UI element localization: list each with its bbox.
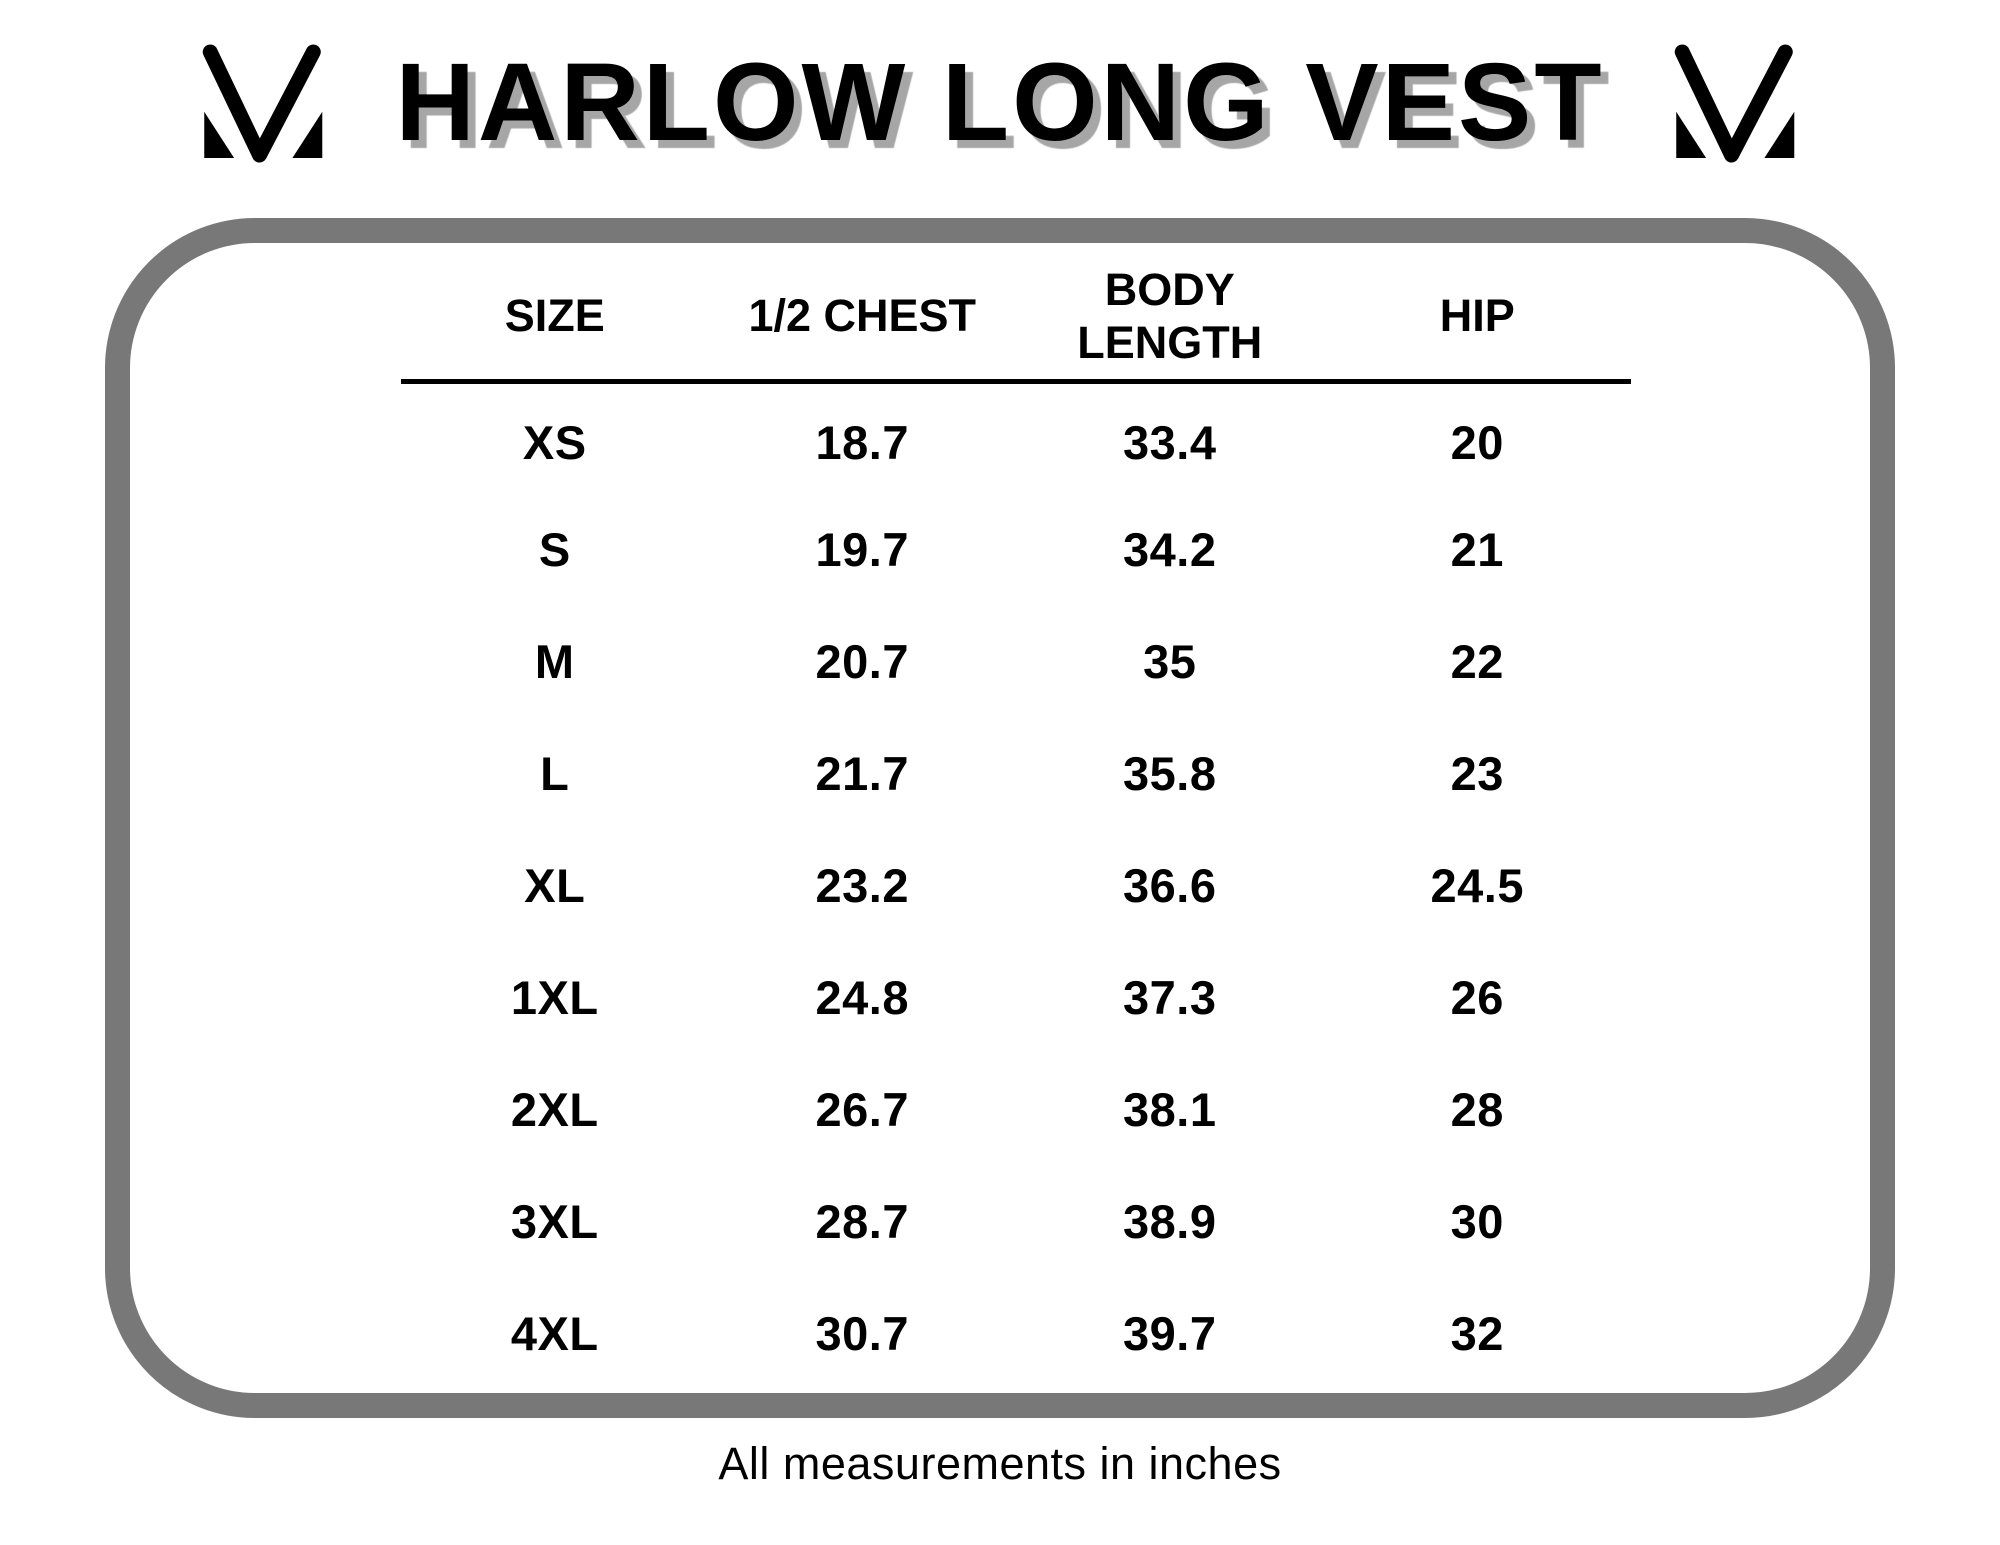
body-length-cell: 39.7 (1123, 1306, 1217, 1360)
size-cell: XS (522, 415, 587, 469)
table-row: M 20.7 35 22 (401, 605, 1631, 717)
body-length-cell: 35 (1143, 634, 1197, 688)
header-row: SIZE 1/2 CHEST BODY LENGTH HIP (401, 253, 1631, 384)
chest-cell: 26.7 (815, 1082, 909, 1136)
hip-cell: 26 (1450, 970, 1504, 1024)
hip-cell: 23 (1450, 746, 1504, 800)
chest-cell: 30.7 (815, 1306, 909, 1360)
chest-cell: 23.2 (815, 858, 909, 912)
size-cell: 2XL (510, 1082, 599, 1136)
body-length-cell: 36.6 (1123, 858, 1217, 912)
hip-cell: 21 (1450, 522, 1504, 576)
hip-cell: 22 (1450, 634, 1504, 688)
chest-cell: 21.7 (815, 746, 909, 800)
mm-monogram-icon (203, 43, 323, 163)
chest-cell: 24.8 (815, 970, 909, 1024)
measurements-note: All measurements in inches (718, 1438, 1282, 1489)
body-length-cell: 38.9 (1123, 1194, 1217, 1248)
table-row: 1XL 24.8 37.3 26 (401, 941, 1631, 1053)
body-length-cell: 37.3 (1123, 970, 1217, 1024)
hip-cell: 20 (1450, 415, 1504, 469)
size-chart-table: SIZE 1/2 CHEST BODY LENGTH HIP XS 18.7 3… (401, 253, 1631, 1389)
table-row: 3XL 28.7 38.9 30 (401, 1165, 1631, 1277)
table-row: L 21.7 35.8 23 (401, 717, 1631, 829)
header-body-length: BODY LENGTH (1016, 253, 1324, 384)
size-cell: 1XL (510, 970, 599, 1024)
chest-cell: 28.7 (815, 1194, 909, 1248)
chest-cell: 19.7 (815, 522, 909, 576)
header-hip: HIP (1323, 253, 1631, 384)
brand-header: HARLOW LONG VEST (0, 28, 2000, 178)
body-length-cell: 33.4 (1123, 415, 1217, 469)
size-cell: 4XL (510, 1306, 599, 1360)
page-title: HARLOW LONG VEST (395, 41, 1605, 164)
hip-cell: 30 (1450, 1194, 1504, 1248)
table-row: S 19.7 34.2 21 (401, 493, 1631, 605)
body-length-cell: 38.1 (1123, 1082, 1217, 1136)
table-body: XS 18.7 33.4 20 S 19.7 34.2 21 M 20.7 35… (401, 381, 1631, 1389)
table-row: 4XL 30.7 39.7 32 (401, 1277, 1631, 1389)
hip-cell: 24.5 (1430, 858, 1524, 912)
chest-cell: 20.7 (815, 634, 909, 688)
chest-cell: 18.7 (815, 415, 909, 469)
hip-cell: 28 (1450, 1082, 1504, 1136)
size-cell: S (538, 522, 571, 576)
body-length-cell: 34.2 (1123, 522, 1217, 576)
mm-monogram-icon (1674, 43, 1794, 163)
table-row: 2XL 26.7 38.1 28 (401, 1053, 1631, 1165)
header-half-chest: 1/2 CHEST (708, 253, 1016, 384)
size-cell: M (534, 634, 575, 688)
size-cell: 3XL (510, 1194, 599, 1248)
table-header: SIZE 1/2 CHEST BODY LENGTH HIP (401, 253, 1631, 384)
table-row: XS 18.7 33.4 20 (401, 381, 1631, 493)
size-cell: XL (524, 858, 586, 912)
header-size: SIZE (401, 253, 709, 384)
hip-cell: 32 (1450, 1306, 1504, 1360)
table-row: XL 23.2 36.6 24.5 (401, 829, 1631, 941)
body-length-cell: 35.8 (1123, 746, 1217, 800)
size-cell: L (540, 746, 570, 800)
size-chart-frame: SIZE 1/2 CHEST BODY LENGTH HIP XS 18.7 3… (105, 218, 1895, 1418)
